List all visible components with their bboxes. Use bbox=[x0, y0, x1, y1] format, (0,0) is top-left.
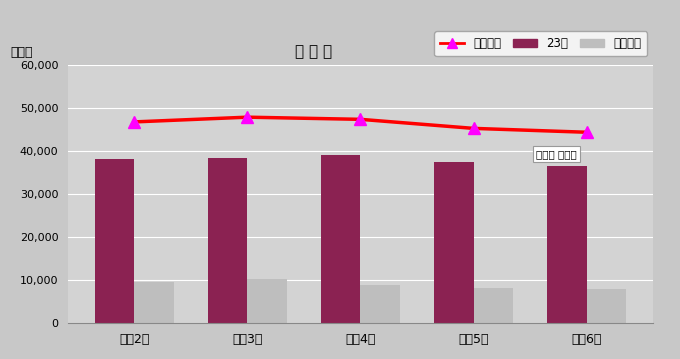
Bar bbox=[207, 158, 248, 323]
Bar bbox=[547, 166, 587, 323]
Bar bbox=[587, 289, 626, 323]
Text: グラフ エリア: グラフ エリア bbox=[536, 149, 577, 159]
Legend: 都内全域, 23区, 多摩地区: 都内全域, 23区, 多摩地区 bbox=[435, 31, 647, 56]
Bar bbox=[134, 282, 174, 323]
Bar bbox=[95, 159, 134, 323]
Y-axis label: （台）: （台） bbox=[10, 46, 33, 60]
Bar bbox=[321, 155, 360, 323]
Bar bbox=[248, 279, 287, 323]
Title: 四 輪 車: 四 輪 車 bbox=[295, 44, 332, 59]
Bar bbox=[434, 162, 473, 323]
Bar bbox=[473, 288, 513, 323]
Bar bbox=[360, 285, 400, 323]
